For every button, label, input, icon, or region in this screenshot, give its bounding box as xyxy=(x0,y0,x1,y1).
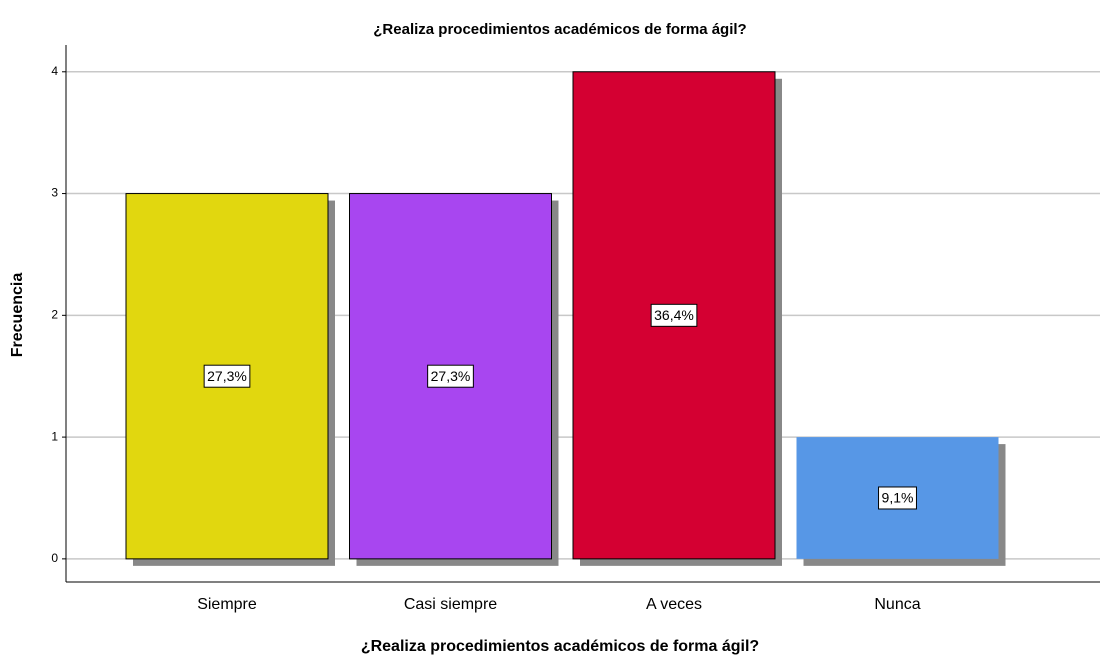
data-label: 27,3% xyxy=(431,368,471,384)
y-tick-label: 1 xyxy=(51,429,58,443)
data-label: 9,1% xyxy=(882,490,914,506)
data-label-box xyxy=(650,303,698,327)
x-tick-label: Siempre xyxy=(197,596,257,613)
y-tick-label: 4 xyxy=(51,64,58,78)
y-tick-label: 3 xyxy=(51,186,58,200)
x-tick-label: Casi siempre xyxy=(404,596,497,613)
data-label-box xyxy=(878,486,917,510)
x-tick-label: A veces xyxy=(646,596,702,613)
data-label: 36,4% xyxy=(654,307,694,323)
data-label: 27,3% xyxy=(207,368,247,384)
data-label-box xyxy=(427,364,474,388)
data-label-box xyxy=(203,364,251,388)
x-axis-label: ¿Realiza procedimientos académicos de fo… xyxy=(361,638,759,655)
y-tick-label: 0 xyxy=(51,551,58,565)
x-tick-label: Nunca xyxy=(874,596,920,613)
chart-title: ¿Realiza procedimientos académicos de fo… xyxy=(373,21,746,38)
y-tick-label: 2 xyxy=(51,307,58,321)
y-axis-label: Frecuencia xyxy=(9,273,26,358)
